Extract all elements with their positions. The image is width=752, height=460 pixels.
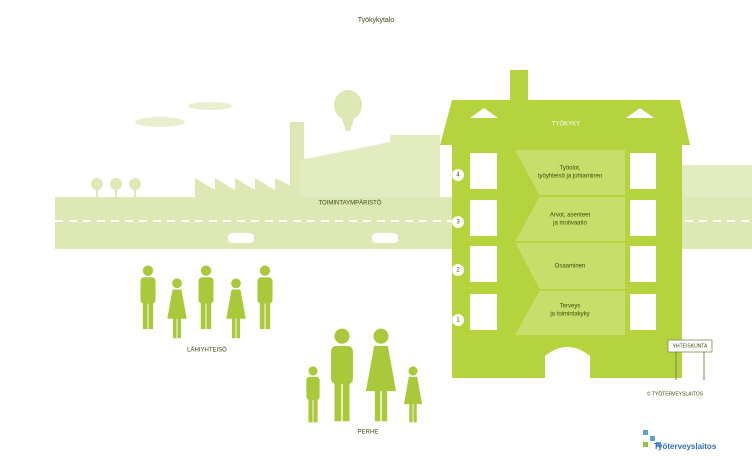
floor-label: työyhteisö ja johtaminen: [538, 174, 602, 180]
floor-label: Työolot,: [559, 166, 580, 172]
community-people: [140, 265, 272, 338]
title: Työkykytalo: [358, 17, 395, 24]
community-label: LÄHIYHTEISÖ: [187, 347, 227, 354]
roof-label: TYÖKYKY: [552, 121, 580, 128]
floor-label: ja motivaatio: [552, 221, 587, 227]
floor-label: Arvot, asenteet: [550, 213, 591, 219]
environment-label: TOIMINTAYMPÄRISTÖ: [318, 200, 381, 207]
diagram: Työkykytalo TOIMINTAYMPÄRISTÖ: [0, 0, 752, 460]
family-label: PERHE: [358, 430, 379, 436]
society-label: YHTEISKUNTA: [673, 343, 708, 349]
logo: Työterveyslaitos: [654, 442, 717, 451]
floor-label: ja toimintakyky: [549, 312, 589, 318]
family-people: [306, 329, 422, 423]
floor-label: Osaaminen: [555, 264, 586, 270]
floor-label: Terveys: [560, 304, 581, 310]
copyright: © TYÖTERVEYSLAITOS: [647, 390, 704, 397]
